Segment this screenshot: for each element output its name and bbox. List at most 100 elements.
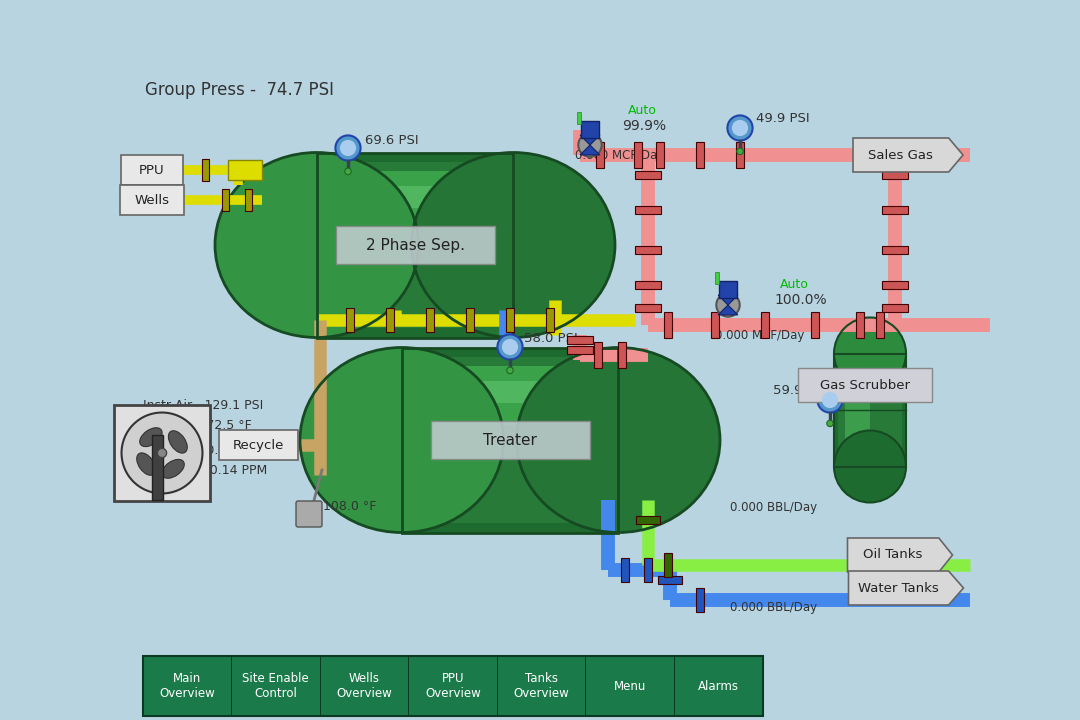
- Text: Wells
Overview: Wells Overview: [337, 672, 392, 700]
- FancyBboxPatch shape: [635, 304, 661, 312]
- Text: Oil Tanks: Oil Tanks: [864, 549, 923, 562]
- Circle shape: [502, 339, 518, 355]
- Circle shape: [340, 140, 356, 156]
- FancyBboxPatch shape: [402, 366, 618, 426]
- Text: Site Enable
Control: Site Enable Control: [243, 672, 309, 700]
- Text: PPU: PPU: [139, 163, 165, 176]
- FancyBboxPatch shape: [316, 186, 513, 208]
- Text: Treater: Treater: [483, 433, 537, 448]
- FancyBboxPatch shape: [760, 312, 769, 338]
- Polygon shape: [718, 295, 738, 305]
- Text: Alarms: Alarms: [698, 680, 739, 693]
- FancyBboxPatch shape: [811, 312, 820, 338]
- FancyBboxPatch shape: [316, 171, 513, 230]
- FancyBboxPatch shape: [876, 312, 885, 338]
- FancyBboxPatch shape: [594, 342, 603, 368]
- Ellipse shape: [834, 431, 906, 503]
- FancyBboxPatch shape: [881, 246, 908, 254]
- FancyBboxPatch shape: [507, 308, 514, 332]
- FancyBboxPatch shape: [316, 162, 513, 328]
- FancyBboxPatch shape: [336, 226, 495, 264]
- FancyBboxPatch shape: [711, 312, 719, 338]
- Polygon shape: [580, 135, 599, 145]
- FancyBboxPatch shape: [347, 308, 354, 332]
- FancyBboxPatch shape: [402, 348, 618, 533]
- Polygon shape: [718, 305, 738, 315]
- Text: Tanks
Overview: Tanks Overview: [514, 672, 569, 700]
- Ellipse shape: [137, 453, 156, 475]
- FancyBboxPatch shape: [798, 368, 932, 402]
- Text: 58.0 PSI: 58.0 PSI: [524, 331, 578, 344]
- Ellipse shape: [834, 318, 906, 390]
- FancyBboxPatch shape: [387, 308, 394, 332]
- FancyBboxPatch shape: [402, 381, 618, 403]
- FancyBboxPatch shape: [845, 376, 870, 455]
- Ellipse shape: [162, 459, 185, 478]
- Text: 0.000 MCF/Day: 0.000 MCF/Day: [715, 328, 805, 341]
- Ellipse shape: [215, 153, 419, 338]
- FancyBboxPatch shape: [658, 576, 683, 584]
- Text: Water Tanks: Water Tanks: [859, 582, 939, 595]
- FancyBboxPatch shape: [228, 160, 262, 180]
- Text: 69.6 PSI: 69.6 PSI: [365, 133, 419, 146]
- Polygon shape: [849, 571, 963, 605]
- FancyBboxPatch shape: [402, 356, 618, 523]
- Text: Recycle: Recycle: [232, 438, 284, 451]
- FancyBboxPatch shape: [152, 435, 163, 500]
- Circle shape: [827, 420, 834, 427]
- Ellipse shape: [139, 428, 162, 446]
- Text: 0.000 BBL/Day: 0.000 BBL/Day: [730, 601, 818, 614]
- Circle shape: [818, 387, 842, 413]
- FancyBboxPatch shape: [121, 155, 183, 185]
- Ellipse shape: [834, 318, 906, 390]
- Text: 0.000 BBL/Day: 0.000 BBL/Day: [730, 502, 818, 515]
- FancyBboxPatch shape: [636, 516, 660, 524]
- FancyBboxPatch shape: [715, 272, 718, 284]
- FancyBboxPatch shape: [635, 281, 661, 289]
- Circle shape: [732, 120, 748, 136]
- Polygon shape: [853, 138, 963, 172]
- Text: 2 Phase Sep.: 2 Phase Sep.: [365, 238, 464, 253]
- Text: Auto: Auto: [780, 277, 809, 290]
- FancyBboxPatch shape: [431, 421, 590, 459]
- Circle shape: [122, 413, 202, 493]
- Text: Menu: Menu: [613, 680, 646, 693]
- Text: 99.9%: 99.9%: [622, 119, 666, 133]
- FancyBboxPatch shape: [244, 189, 252, 211]
- Text: Auto: Auto: [627, 104, 657, 117]
- Text: Wells: Wells: [135, 194, 170, 207]
- Text: Building - 72.5 °F: Building - 72.5 °F: [143, 418, 252, 431]
- FancyBboxPatch shape: [735, 142, 744, 168]
- Circle shape: [498, 334, 523, 359]
- Circle shape: [728, 115, 753, 140]
- Circle shape: [578, 133, 602, 157]
- FancyBboxPatch shape: [664, 553, 672, 577]
- Text: Gas Scrubber: Gas Scrubber: [820, 379, 910, 392]
- FancyBboxPatch shape: [881, 171, 908, 179]
- FancyBboxPatch shape: [143, 656, 762, 716]
- Circle shape: [345, 168, 351, 175]
- Circle shape: [507, 367, 513, 374]
- FancyBboxPatch shape: [635, 206, 661, 215]
- Text: Main
Overview: Main Overview: [160, 672, 215, 700]
- FancyBboxPatch shape: [618, 342, 626, 368]
- Text: Sales Gas: Sales Gas: [868, 148, 933, 161]
- Text: Group Press -  74.7 PSI: Group Press - 74.7 PSI: [145, 81, 334, 99]
- Circle shape: [158, 449, 166, 458]
- FancyBboxPatch shape: [718, 282, 738, 297]
- Text: LEL - 0.08 %: LEL - 0.08 %: [172, 444, 251, 456]
- FancyBboxPatch shape: [697, 588, 704, 612]
- FancyBboxPatch shape: [120, 185, 184, 215]
- Polygon shape: [848, 538, 953, 572]
- Text: 0.000 MCF/Day: 0.000 MCF/Day: [575, 148, 664, 161]
- FancyBboxPatch shape: [316, 153, 513, 338]
- Text: Instr Air - 129.1 PSI: Instr Air - 129.1 PSI: [143, 398, 264, 412]
- FancyBboxPatch shape: [664, 312, 672, 338]
- FancyBboxPatch shape: [596, 142, 604, 168]
- FancyBboxPatch shape: [567, 336, 593, 344]
- Ellipse shape: [411, 153, 615, 338]
- FancyBboxPatch shape: [855, 312, 864, 338]
- Ellipse shape: [516, 348, 720, 533]
- FancyBboxPatch shape: [427, 308, 434, 332]
- Text: 108.0 °F: 108.0 °F: [323, 500, 376, 513]
